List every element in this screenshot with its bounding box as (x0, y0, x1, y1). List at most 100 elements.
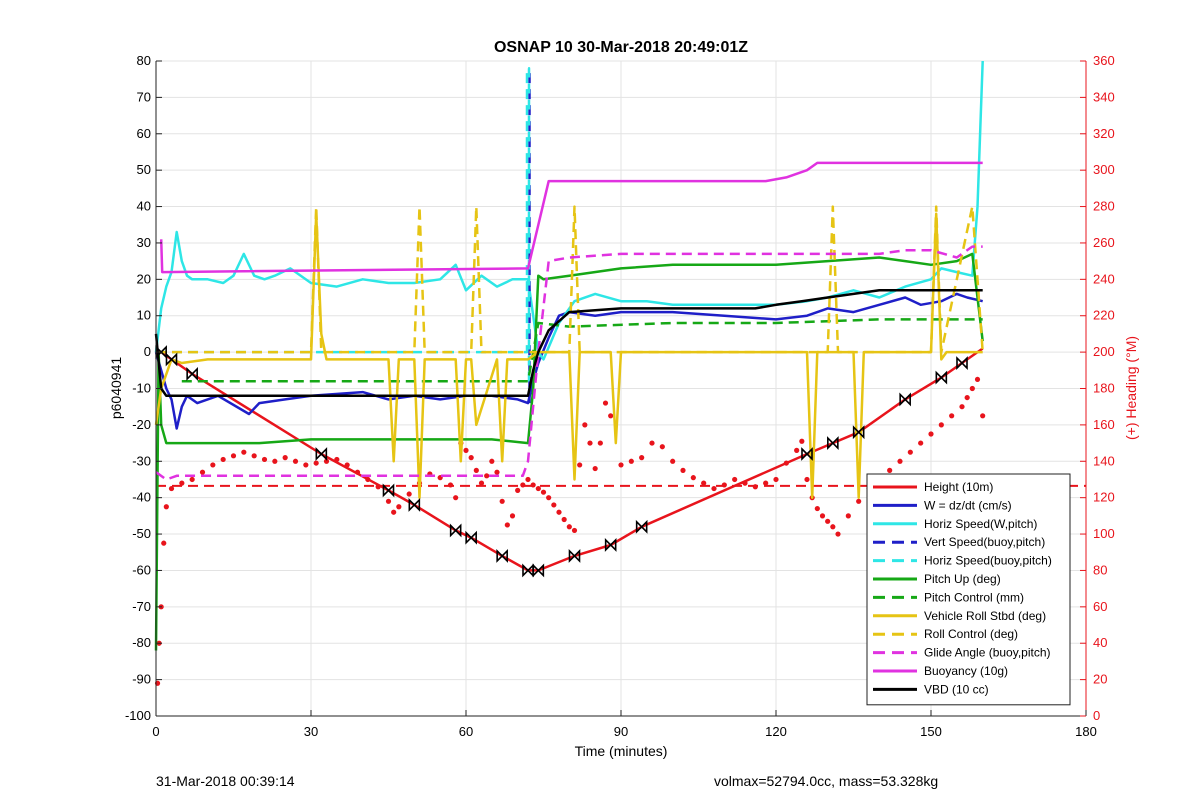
y-tick-label: 20 (137, 271, 151, 286)
heading-point (530, 482, 536, 488)
y2-tick-label: 60 (1093, 599, 1107, 614)
heading-point (556, 509, 562, 515)
y-tick-label: -50 (132, 526, 151, 541)
heading-point (509, 513, 516, 519)
y2-tick-label: 280 (1093, 199, 1115, 214)
depth-marker (852, 425, 865, 440)
heading-point (168, 485, 175, 492)
depth-marker (635, 519, 648, 534)
heading-point (478, 480, 485, 486)
heading-point (282, 455, 288, 461)
y2-tick-label: 100 (1093, 526, 1115, 541)
heading-point (974, 376, 981, 383)
heading-point (561, 516, 567, 523)
footer-timestamp: 31-Mar-2018 00:39:14 (156, 773, 295, 789)
depth-marker (827, 436, 839, 451)
y-axis-label: p6040941 (108, 357, 124, 420)
y-tick-label: -20 (132, 417, 151, 432)
heading-point (949, 413, 955, 419)
series-line-9 (156, 205, 984, 354)
heading-point (680, 467, 686, 473)
y2-tick-label: 360 (1093, 53, 1115, 68)
heading-point (535, 485, 541, 492)
x-tick-label: 60 (459, 724, 473, 739)
series-lines (154, 60, 984, 651)
heading-point (597, 440, 603, 446)
heading-point (732, 476, 738, 483)
legend: Height (10m) W = dz/dt (cm/s) Horiz Speed(… (866, 473, 1071, 706)
heading-point (602, 400, 609, 406)
series-line-2 (154, 292, 983, 430)
depth-marker (315, 447, 328, 461)
y-tick-label: -40 (132, 490, 151, 505)
depth-marker (935, 370, 948, 385)
heading-points (154, 376, 986, 686)
footer-summary: volmax=52794.0cc, mass=53.328kg (714, 773, 939, 789)
heading-point (773, 476, 779, 483)
depth-marker (956, 356, 968, 370)
heading-point (618, 462, 624, 468)
legend-label: Roll Control (deg) (924, 627, 1018, 641)
y-tick-label: 40 (137, 199, 151, 214)
legend-label: Pitch Up (deg) (924, 572, 1001, 586)
series-line-3 (154, 60, 984, 361)
series-line-12 (154, 289, 983, 398)
y2-tick-label: 220 (1093, 308, 1115, 323)
heading-point (649, 440, 655, 446)
heading-point (587, 440, 593, 446)
depth-marker (408, 498, 421, 512)
x-tick-label: 30 (304, 724, 318, 739)
y2-tick-label: 40 (1093, 635, 1107, 650)
heading-point (230, 453, 237, 459)
heading-point (385, 498, 392, 504)
heading-point (484, 473, 490, 479)
heading-point (639, 455, 645, 461)
heading-point (566, 524, 572, 530)
y2-tick-label: 140 (1093, 453, 1115, 468)
axes: 0 30 60 90 120 150 180-100-90-80-70-60-50-40-3… (125, 53, 1115, 739)
heading-point (670, 458, 676, 464)
y2-tick-label: 340 (1093, 89, 1115, 104)
heading-point (830, 524, 836, 530)
legend-label: VBD (10 cc) (924, 682, 989, 696)
heading-point (887, 467, 893, 473)
y-tick-label: 50 (137, 162, 151, 177)
series-line-8 (154, 212, 983, 499)
heading-point (179, 480, 185, 486)
heading-point (825, 518, 831, 524)
y-tick-label: -70 (132, 599, 151, 614)
y-tick-label: 0 (144, 344, 151, 359)
heading-point (752, 484, 758, 490)
heading-point (856, 498, 862, 504)
legend-label: Height (10m) (924, 480, 993, 494)
y-tick-label: 60 (137, 126, 151, 141)
legend-label: Pitch Control (mm) (924, 590, 1024, 604)
y2-tick-label: 240 (1093, 271, 1115, 286)
heading-point (447, 482, 454, 488)
y-tick-label: -90 (132, 672, 151, 687)
legend-label: W = dz/dt (cm/s) (924, 498, 1012, 512)
heading-point (540, 489, 547, 495)
y-tick-label: -100 (125, 708, 151, 723)
y2-tick-label: 20 (1093, 672, 1107, 687)
depth-marker (382, 483, 395, 498)
legend-label: Vert Speed(buoy,pitch) (924, 535, 1045, 549)
depth-marker (165, 352, 178, 367)
heading-point (261, 456, 268, 463)
heading-point (928, 431, 934, 437)
heading-point (210, 462, 216, 468)
heading-point (577, 462, 583, 468)
y-tick-label: 10 (137, 308, 151, 323)
y2-tick-label: 260 (1093, 235, 1115, 250)
heading-point (515, 487, 521, 493)
depth-marker (186, 367, 198, 381)
heading-point (163, 504, 169, 510)
heading-point (391, 509, 397, 515)
heading-point (659, 444, 665, 450)
y-tick-label: 70 (137, 89, 151, 104)
heading-point (959, 404, 965, 410)
heading-point (323, 458, 330, 464)
y2-tick-label: 300 (1093, 162, 1115, 177)
series-line-6 (154, 252, 984, 651)
heading-point (571, 527, 578, 534)
